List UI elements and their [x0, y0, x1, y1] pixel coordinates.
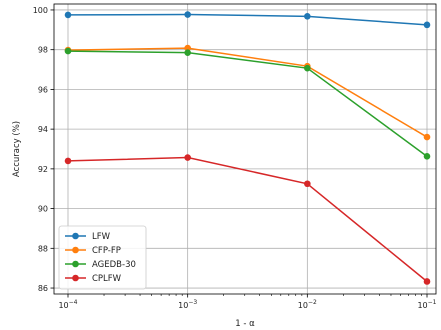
data-point	[304, 180, 311, 188]
series-line	[67, 50, 428, 157]
y-tick-label: 94	[38, 125, 48, 134]
legend-label: CPLFW	[92, 274, 122, 284]
legend-marker	[72, 232, 79, 240]
y-tick-label: 88	[38, 244, 48, 253]
data-point	[184, 49, 191, 56]
x-tick-label: 10−2	[298, 299, 317, 310]
data-point	[304, 64, 311, 72]
series-layer	[64, 11, 431, 285]
y-tick-label: 98	[38, 46, 48, 55]
legend-label: AGEDB-30	[92, 260, 136, 270]
legend-entry: AGEDB-30	[65, 260, 136, 270]
data-point	[423, 133, 431, 141]
axis-ticks: 86 88 90 92 94 96 98 100 10−4 10−3 10−2 10−1	[33, 6, 437, 310]
y-axis-label: Accuracy (%)	[12, 121, 22, 177]
legend-entry: LFW	[65, 232, 111, 242]
legend-label: CFP-FP	[92, 246, 121, 256]
series-line	[67, 47, 428, 138]
x-tick-label: 10−3	[178, 299, 197, 310]
x-tick-label: 10−4	[58, 299, 77, 310]
series-cfp-fp	[64, 44, 431, 141]
data-point	[423, 278, 431, 285]
data-point	[423, 21, 431, 29]
legend: LFW CFP-FP AGEDB-30 CPLFW	[58, 225, 147, 290]
data-point	[64, 157, 72, 165]
legend-marker	[72, 274, 79, 282]
legend-box	[58, 225, 147, 290]
series-agedb-30	[64, 47, 431, 160]
x-tick-label: 10−1	[417, 299, 436, 310]
y-tick-label: 92	[38, 165, 48, 174]
y-tick-label: 100	[33, 6, 48, 15]
series-cplfw	[64, 154, 431, 285]
data-point	[423, 153, 431, 160]
data-point	[184, 154, 191, 161]
data-point	[304, 13, 311, 20]
legend-entry: CPLFW	[65, 274, 122, 284]
series-line	[67, 156, 428, 283]
legend-entry: CFP-FP	[65, 246, 121, 256]
y-tick-label: 96	[38, 85, 48, 94]
legend-label: LFW	[92, 232, 111, 242]
data-point	[184, 44, 191, 52]
data-point	[64, 47, 72, 55]
legend-marker	[72, 246, 79, 254]
x-axis-label: 1 - α	[235, 319, 255, 329]
series-lfw	[64, 11, 431, 29]
y-tick-label: 90	[38, 205, 48, 214]
data-point	[64, 11, 72, 19]
data-point	[184, 11, 191, 18]
series-line	[67, 13, 428, 26]
legend-marker	[72, 260, 79, 268]
y-tick-label: 86	[38, 284, 48, 293]
